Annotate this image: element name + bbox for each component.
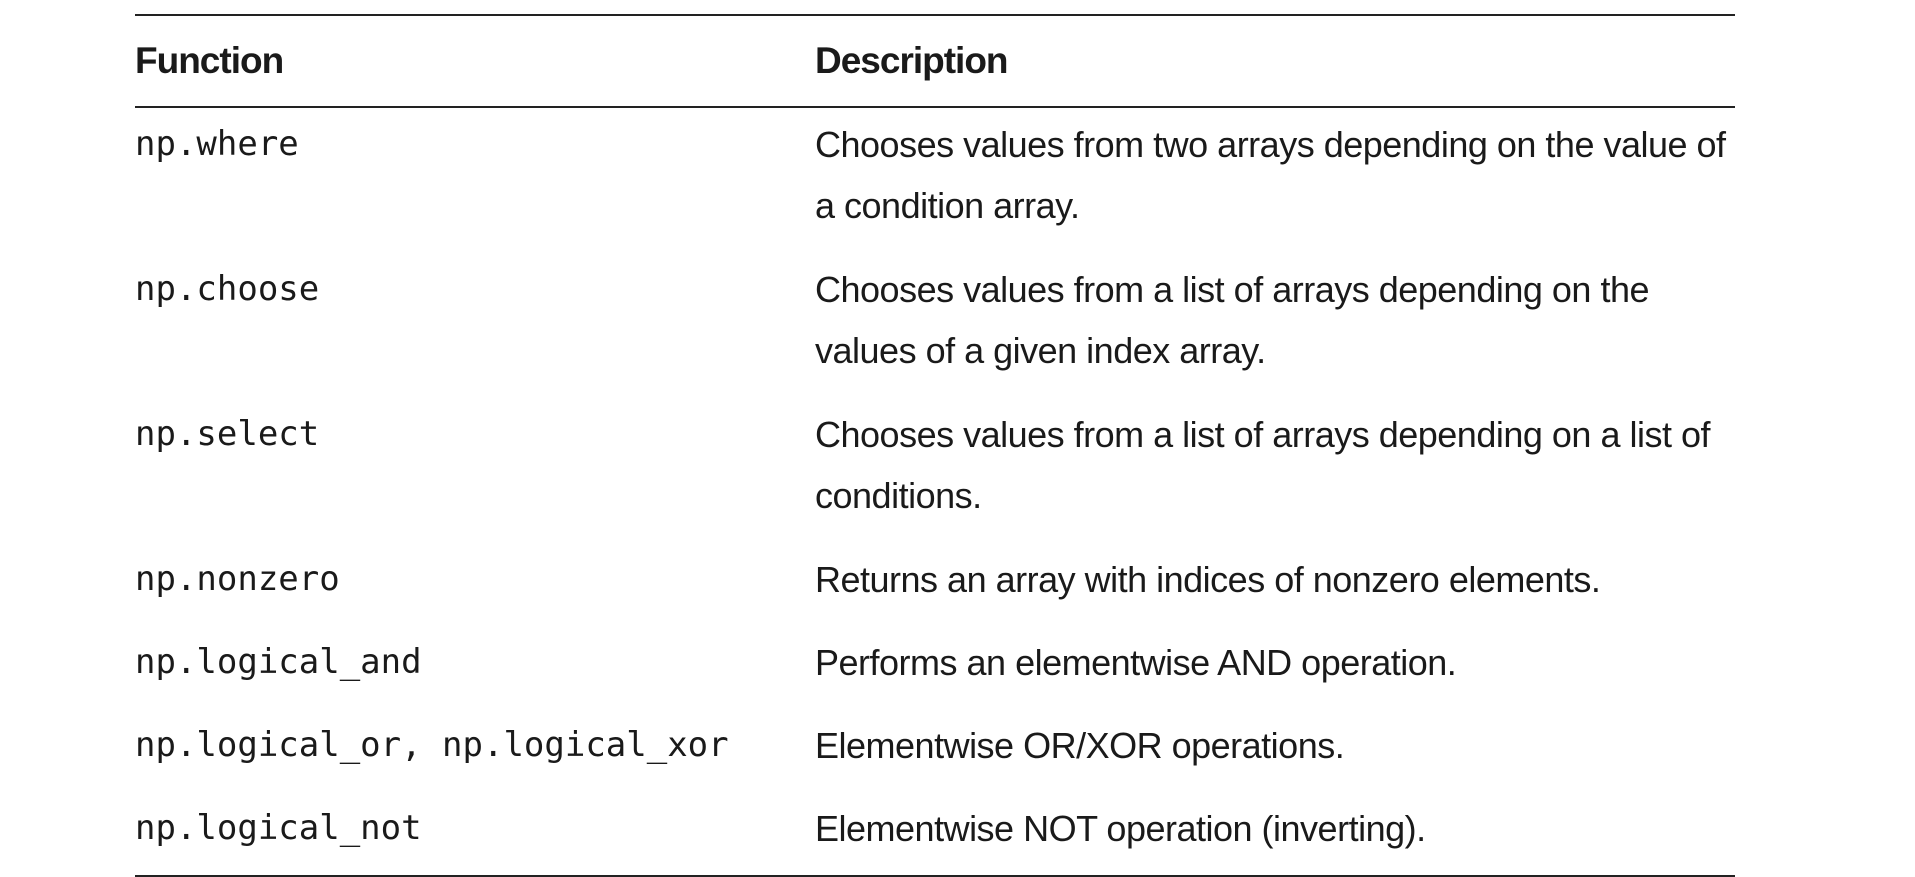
table-header: Function Description — [135, 15, 1735, 107]
table-row: np.nonzero Returns an array with indices… — [135, 543, 1735, 626]
description-cell: Performs an elementwise AND operation. — [815, 642, 1457, 683]
description-cell: Chooses values from a list of arrays dep… — [815, 269, 1649, 371]
function-cell: np.logical_and — [135, 642, 422, 682]
function-cell: np.logical_or, np.logical_xor — [135, 725, 729, 765]
table-row: np.where Chooses values from two arrays … — [135, 107, 1735, 253]
table-row: np.logical_or, np.logical_xor Elementwis… — [135, 709, 1735, 792]
description-cell: Chooses values from a list of arrays dep… — [815, 414, 1711, 516]
table-body: np.where Chooses values from two arrays … — [135, 107, 1735, 876]
function-table: Function Description np.where Chooses va… — [135, 14, 1735, 877]
description-cell: Elementwise OR/XOR operations. — [815, 725, 1345, 766]
description-cell: Returns an array with indices of nonzero… — [815, 559, 1601, 600]
header-row: Function Description — [135, 15, 1735, 107]
function-cell: np.select — [135, 414, 320, 454]
table-row: np.select Chooses values from a list of … — [135, 398, 1735, 543]
header-description: Description — [815, 40, 1009, 81]
header-function: Function — [135, 40, 284, 81]
function-cell: np.where — [135, 124, 299, 164]
function-cell: np.nonzero — [135, 559, 340, 599]
function-cell: np.choose — [135, 269, 320, 309]
function-reference-table: Function Description np.where Chooses va… — [135, 14, 1735, 877]
function-cell: np.logical_not — [135, 808, 422, 848]
description-cell: Chooses values from two arrays depending… — [815, 124, 1726, 226]
description-cell: Elementwise NOT operation (inverting). — [815, 808, 1426, 849]
table-row: np.logical_and Performs an elementwise A… — [135, 626, 1735, 709]
table-row: np.logical_not Elementwise NOT operation… — [135, 792, 1735, 876]
table-row: np.choose Chooses values from a list of … — [135, 253, 1735, 398]
